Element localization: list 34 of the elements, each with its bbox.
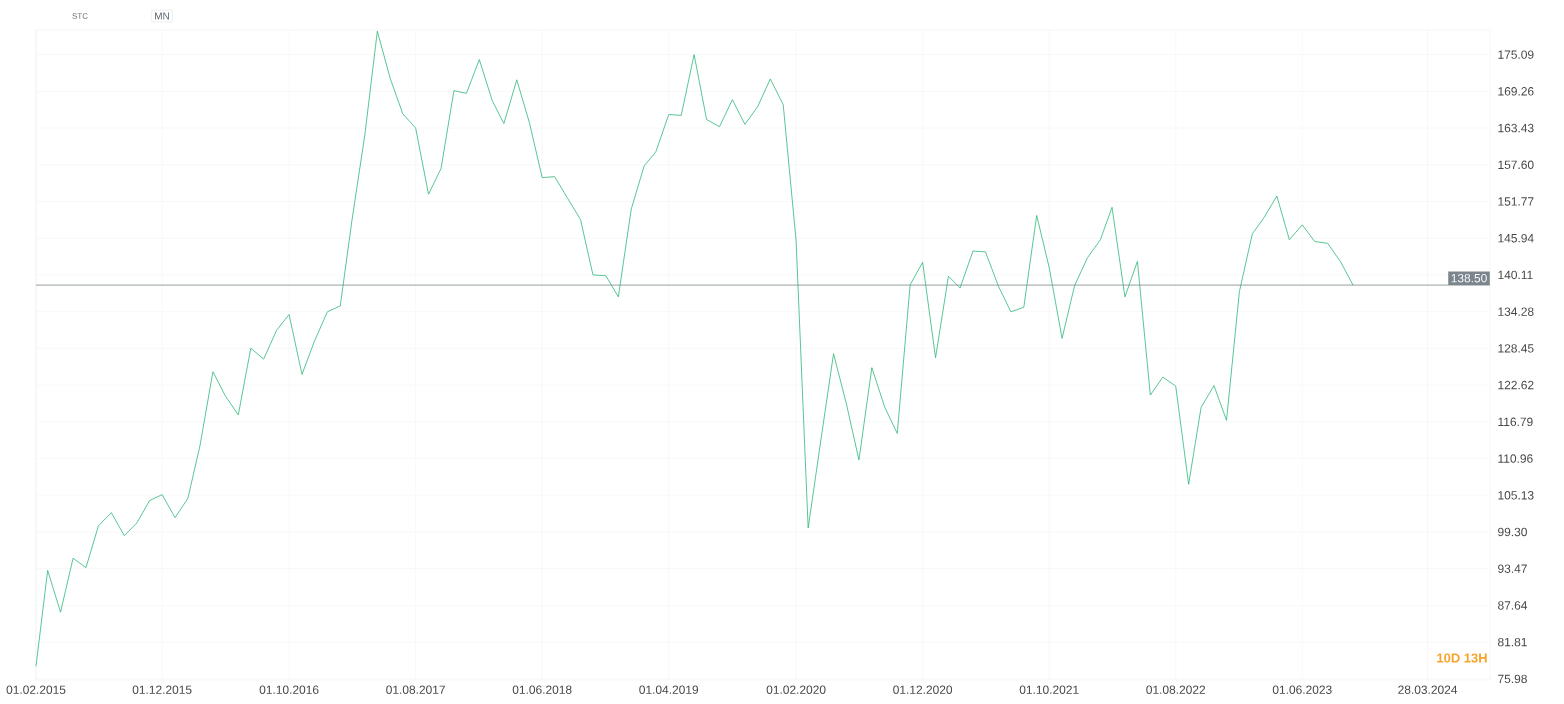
x-tick-label: 01.12.2015 (132, 685, 192, 694)
y-tick-label: 163.43 (1498, 123, 1534, 133)
annotation: 10D 13H (1437, 653, 1487, 663)
y-tick-label: 105.13 (1498, 491, 1534, 500)
x-tick-label: 01.06.2018 (512, 685, 572, 694)
y-tick-label: 145.94 (1498, 233, 1534, 243)
y-tick-label: 151.77 (1498, 197, 1534, 206)
x-tick-label: 01.10.2016 (259, 685, 319, 694)
y-tick-label: 81.81 (1498, 637, 1527, 647)
y-tick-label: 99.30 (1498, 527, 1527, 537)
x-tick-label: 01.02.2015 (6, 685, 66, 694)
y-tick-label: 122.62 (1498, 380, 1534, 390)
x-tick-label: 28.03.2024 (1398, 685, 1458, 694)
y-tick-label: 128.45 (1498, 344, 1534, 353)
y-tick-label: 169.26 (1498, 87, 1534, 96)
x-tick-label: 01.02.2020 (766, 685, 826, 694)
x-tick-label: 01.04.2019 (639, 685, 699, 694)
x-tick-label: 01.08.2022 (1146, 685, 1206, 694)
y-tick-label: 134.28 (1498, 307, 1534, 316)
text: MN (155, 12, 169, 20)
y-tick-label: 140.11 (1498, 270, 1533, 280)
x-tick-label: 01.08.2017 (386, 685, 445, 694)
y-tick-label: 87.64 (1498, 601, 1528, 610)
y-tick-label: 75.98 (1498, 674, 1527, 684)
y-tick-label: 116.79 (1498, 417, 1533, 427)
y-tick-label: 157.60 (1498, 160, 1534, 170)
x-tick-label: 01.12.2020 (893, 685, 953, 694)
y-tick-label: 110.96 (1498, 454, 1533, 463)
y-tick-label: 175.09 (1498, 50, 1534, 59)
ref-line-label: 138.50 (1451, 273, 1487, 283)
y-tick-label: 93.47 (1498, 564, 1527, 573)
x-tick-label: 01.06.2023 (1272, 685, 1332, 694)
x-tick-label: 01.10.2021 (1019, 685, 1079, 694)
line-series (35, 30, 1354, 667)
